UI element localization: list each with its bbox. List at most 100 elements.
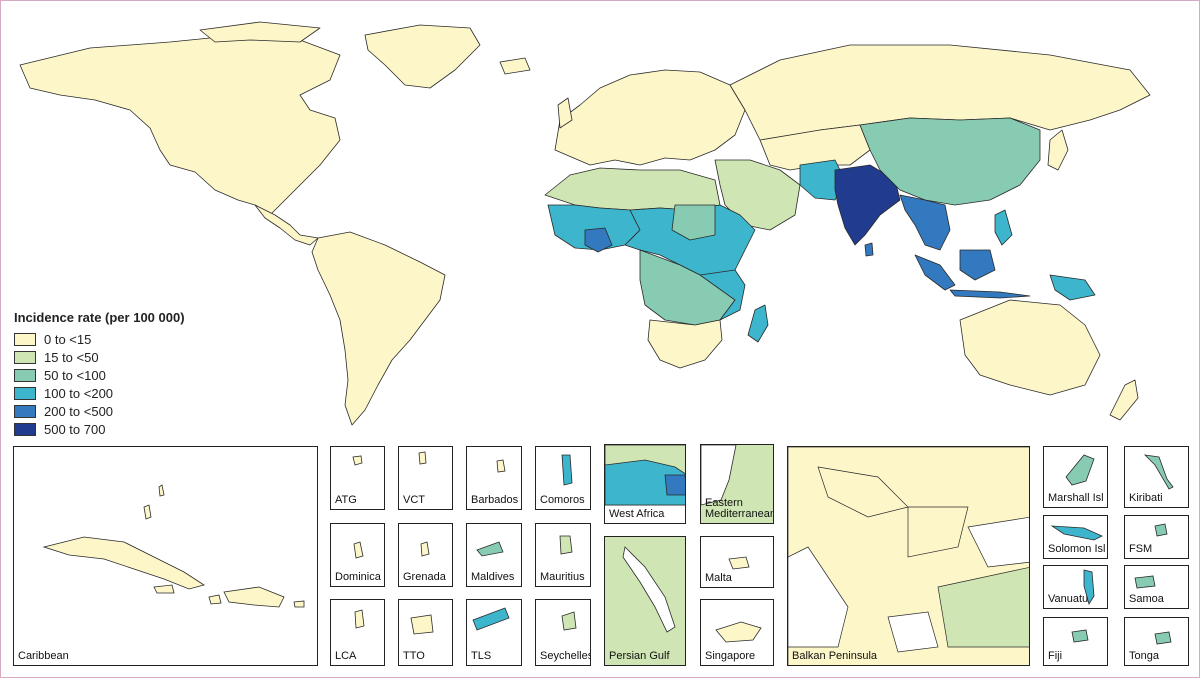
region-middle-east xyxy=(714,159,801,231)
region-indonesia-borneo xyxy=(959,249,996,281)
inset-maldives: Maldives xyxy=(466,523,522,587)
region-iceland xyxy=(499,57,531,75)
region-se-asia xyxy=(899,194,951,251)
inset-tto: TTO xyxy=(398,599,453,666)
inset-label: Fiji xyxy=(1048,650,1063,662)
inset-fiji: Fiji xyxy=(1043,617,1108,666)
legend-swatch xyxy=(14,332,36,346)
region-pakistan xyxy=(799,159,846,201)
inset-tonga: Tonga xyxy=(1124,617,1189,666)
legend-swatch xyxy=(14,386,36,400)
region-sri-lanka xyxy=(864,242,874,257)
world-map xyxy=(19,21,1151,426)
inset-comoros: Comoros xyxy=(535,446,591,510)
inset-eastern-med: Eastern Mediterranean xyxy=(700,444,774,524)
legend-label: 15 to <50 xyxy=(44,349,99,365)
region-central-asia xyxy=(759,124,871,171)
legend-swatch xyxy=(14,422,36,436)
legend-item: 100 to <200 xyxy=(14,384,224,402)
inset-label: Tonga xyxy=(1129,650,1159,662)
region-southern-africa xyxy=(647,319,723,369)
inset-label: Caribbean xyxy=(18,650,69,662)
inset-label: FSM xyxy=(1129,543,1153,555)
legend: Incidence rate (per 100 000) 0 to <15 15… xyxy=(14,310,224,438)
inset-west-africa: West Africa xyxy=(604,444,686,524)
region-japan xyxy=(1047,129,1069,171)
region-sudan xyxy=(671,204,716,241)
inset-label: Grenada xyxy=(403,571,446,583)
legend-item: 500 to 700 xyxy=(14,420,224,438)
inset-singapore: Singapore xyxy=(700,599,774,666)
region-nigeria xyxy=(584,227,613,253)
inset-vct: VCT xyxy=(398,446,453,510)
region-new-zealand xyxy=(1109,379,1139,421)
legend-title: Incidence rate (per 100 000) xyxy=(14,310,185,325)
inset-atg: ATG xyxy=(330,446,385,510)
inset-label: Vanuatu xyxy=(1048,593,1089,605)
inset-label: Eastern Mediterranean xyxy=(705,497,774,520)
inset-label: Solomon Isl xyxy=(1048,543,1106,555)
region-north-america xyxy=(19,34,341,216)
inset-seychelles: Seychelles xyxy=(535,599,591,666)
inset-tls: TLS xyxy=(466,599,522,666)
region-indonesia-sumatra xyxy=(914,254,956,291)
inset-label: Mauritius xyxy=(540,571,585,583)
inset-fsm: FSM xyxy=(1124,515,1189,559)
inset-marshall: Marshall Isl xyxy=(1043,446,1108,508)
inset-kiribati: Kiribati xyxy=(1124,446,1189,508)
region-indonesia-java xyxy=(949,289,1031,299)
legend-swatch xyxy=(14,368,36,382)
region-south-america xyxy=(311,231,446,426)
inset-label: TTO xyxy=(403,650,425,662)
region-australia xyxy=(959,299,1101,396)
inset-solomon: Solomon Isl xyxy=(1043,515,1108,559)
legend-label: 200 to <500 xyxy=(44,403,114,419)
inset-samoa: Samoa xyxy=(1124,565,1189,609)
inset-label: Marshall Isl xyxy=(1048,492,1104,504)
inset-label: Seychelles xyxy=(540,650,591,662)
inset-label: Maldives xyxy=(471,571,515,583)
region-east-africa xyxy=(699,269,746,321)
inset-lca: LCA xyxy=(330,599,385,666)
inset-label: VCT xyxy=(403,494,425,506)
inset-label: ATG xyxy=(335,494,357,506)
legend-label: 50 to <100 xyxy=(44,367,106,383)
inset-label: Dominica xyxy=(335,571,381,583)
region-madagascar xyxy=(747,304,769,343)
inset-label: Comoros xyxy=(540,494,585,506)
inset-label: Balkan Peninsula xyxy=(792,650,878,662)
legend-label: 0 to <15 xyxy=(44,331,92,347)
legend-swatch xyxy=(14,350,36,364)
region-uk xyxy=(557,97,573,129)
inset-mauritius: Mauritius xyxy=(535,523,591,587)
legend-item: 50 to <100 xyxy=(14,366,224,384)
inset-label: West Africa xyxy=(609,508,665,520)
inset-dominica: Dominica xyxy=(330,523,385,587)
inset-caribbean: Caribbean xyxy=(13,446,318,666)
inset-label: Samoa xyxy=(1129,593,1164,605)
inset-balkan: Balkan Peninsula xyxy=(787,446,1030,666)
region-europe xyxy=(554,69,746,166)
inset-malta: Malta xyxy=(700,536,774,588)
inset-label: Malta xyxy=(705,572,732,584)
inset-label: TLS xyxy=(471,650,492,662)
legend-item: 200 to <500 xyxy=(14,402,224,420)
inset-label: Barbados xyxy=(471,494,519,506)
legend-label: 500 to 700 xyxy=(44,421,106,437)
inset-label: Singapore xyxy=(705,650,756,662)
region-greenland xyxy=(364,24,481,89)
legend-label: 100 to <200 xyxy=(44,385,114,401)
legend-item: 0 to <15 xyxy=(14,330,224,348)
inset-barbados: Barbados xyxy=(466,446,522,510)
region-china xyxy=(859,117,1041,206)
region-central-america xyxy=(254,204,319,246)
legend-item: 15 to <50 xyxy=(14,348,224,366)
inset-label: LCA xyxy=(335,650,357,662)
inset-vanuatu: Vanuatu xyxy=(1043,565,1108,609)
inset-grenada: Grenada xyxy=(398,523,453,587)
region-arctic-islands xyxy=(199,21,321,43)
inset-label: Persian Gulf xyxy=(609,650,670,662)
region-philippines xyxy=(994,209,1013,246)
legend-swatch xyxy=(14,404,36,418)
inset-label: Kiribati xyxy=(1129,492,1163,504)
